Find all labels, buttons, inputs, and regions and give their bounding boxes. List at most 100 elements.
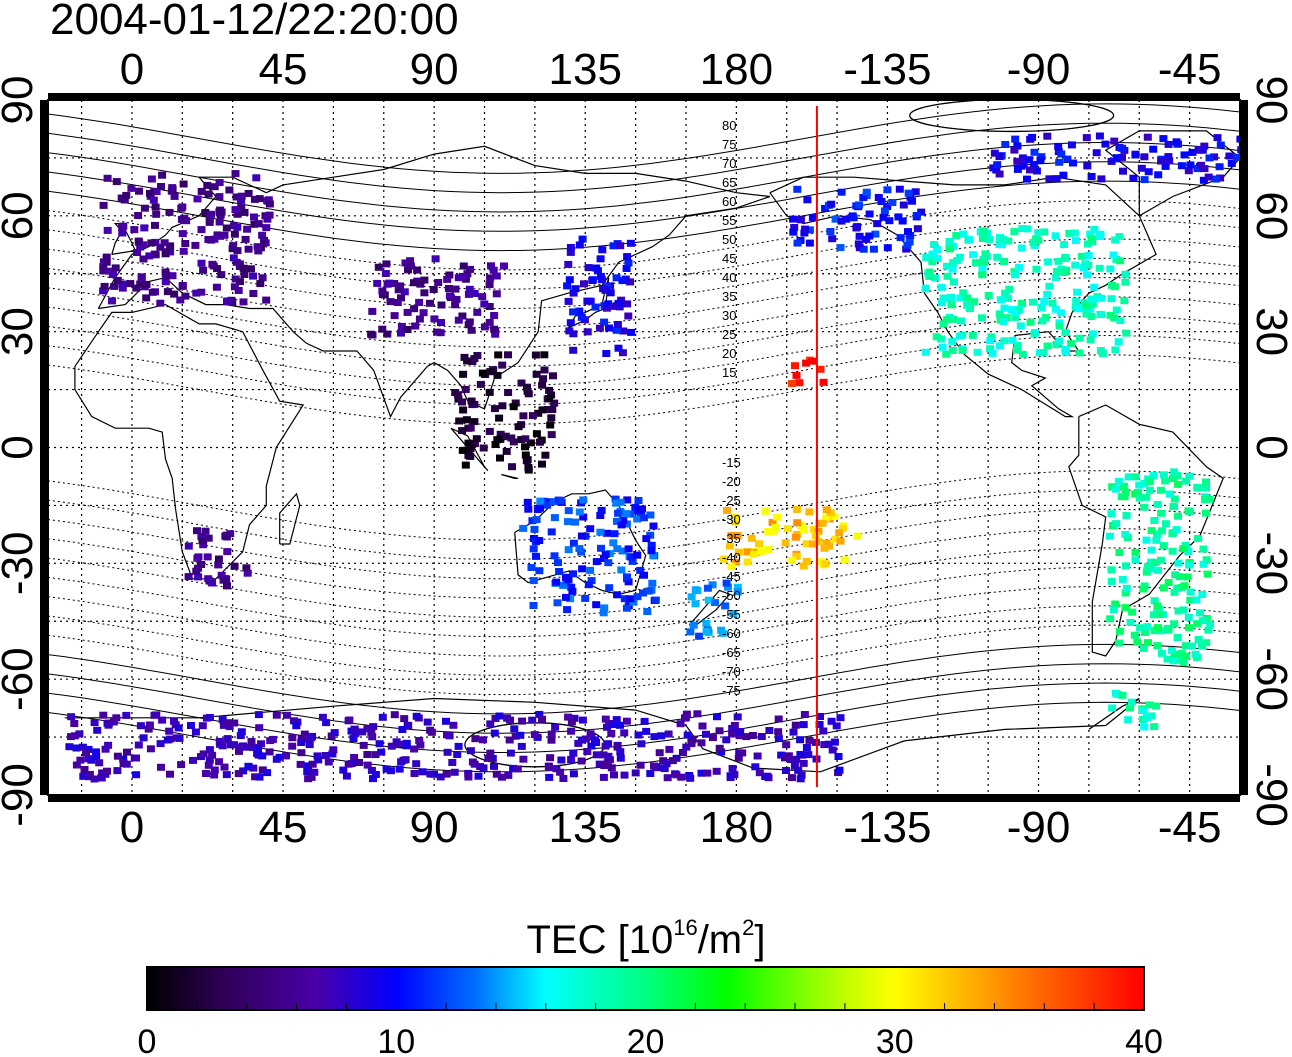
tec-cell <box>1206 621 1215 629</box>
tec-cell <box>877 198 886 205</box>
tec-cell <box>811 738 820 746</box>
tec-cell <box>609 242 618 250</box>
mlat-contour <box>48 334 1240 406</box>
tec-cell <box>1000 337 1009 345</box>
mlat-contour <box>48 180 1240 252</box>
tec-cell <box>1227 159 1236 167</box>
tec-cell <box>546 421 555 429</box>
tec-cell <box>633 515 642 523</box>
tec-cell <box>236 743 245 751</box>
tec-cell <box>170 717 178 725</box>
tec-cell <box>596 512 605 519</box>
tec-cell <box>602 304 611 312</box>
tec-cell <box>1063 155 1072 163</box>
tec-cell <box>258 766 267 774</box>
tec-cell <box>412 760 421 768</box>
tec-cell <box>713 713 721 721</box>
tec-cell <box>493 371 502 379</box>
tec-cell <box>1086 336 1095 344</box>
tec-cell <box>584 264 593 272</box>
tec-cell <box>1151 559 1160 566</box>
tec-cell <box>1051 305 1060 313</box>
tec-cell <box>547 730 556 738</box>
tec-cell <box>616 721 624 729</box>
tec-cell <box>468 358 477 365</box>
tec-cell <box>443 748 452 756</box>
mlat-label: -70 <box>722 664 741 679</box>
tec-cell <box>92 748 100 756</box>
tec-cell <box>938 299 946 307</box>
tec-cell <box>93 726 102 734</box>
tec-cell <box>1121 488 1130 496</box>
tec-cell <box>999 318 1008 325</box>
tec-cell <box>436 329 445 337</box>
tec-cell <box>782 767 790 774</box>
tec-cell <box>605 584 614 592</box>
tec-cell <box>1052 175 1061 183</box>
tec-cell <box>650 733 659 741</box>
tec-cell <box>1179 545 1188 553</box>
tec-cell <box>108 271 117 279</box>
latitude-tick-label: -60 <box>1247 647 1292 711</box>
tec-cell <box>75 730 84 738</box>
tec-cell <box>1081 260 1090 268</box>
tec-cell <box>235 747 243 755</box>
tec-cell <box>828 746 837 754</box>
tec-cell <box>1002 314 1011 322</box>
tec-cell <box>385 279 394 287</box>
tec-cell <box>579 513 588 521</box>
tec-cell <box>1203 570 1212 578</box>
tec-cell <box>687 740 696 748</box>
tec-cell <box>197 533 206 541</box>
tec-cell <box>616 498 625 506</box>
tec-cell <box>208 751 217 759</box>
tec-cell <box>1205 495 1214 503</box>
tec-cell <box>507 434 516 442</box>
tec-cell <box>898 217 907 225</box>
tec-cell <box>1188 642 1196 650</box>
tec-cell <box>793 185 802 193</box>
tec-cell <box>486 274 495 282</box>
tec-cell <box>1118 153 1126 161</box>
tec-cell <box>1157 527 1166 535</box>
tec-cell <box>535 438 544 446</box>
tec-cell <box>1202 478 1210 486</box>
tec-cell <box>244 190 253 197</box>
tec-cell <box>790 762 799 770</box>
tec-cell <box>633 551 642 559</box>
tec-cell <box>118 229 127 237</box>
tec-cell <box>835 529 844 537</box>
tec-cell <box>397 329 405 337</box>
tec-cell <box>1121 270 1130 278</box>
tec-cell <box>599 609 608 617</box>
tec-cell <box>617 566 626 574</box>
tec-cell <box>990 149 999 157</box>
tec-cell <box>250 220 259 228</box>
tec-cell <box>122 711 131 719</box>
tec-cell <box>223 298 231 306</box>
tec-cell <box>1122 512 1131 519</box>
tec-cell <box>906 232 915 239</box>
tec-cell <box>471 735 480 743</box>
tec-cell <box>942 350 951 358</box>
tec-cell <box>628 557 637 565</box>
tec-cell <box>1095 132 1104 140</box>
tec-cell <box>473 352 482 359</box>
tec-cell <box>231 206 240 214</box>
tec-cell <box>1154 624 1162 632</box>
tec-cell <box>1122 584 1131 592</box>
tec-cell <box>1161 477 1170 485</box>
tec-cell <box>747 534 756 542</box>
mlat-label: 65 <box>722 175 736 190</box>
tec-cell <box>130 226 139 234</box>
tec-cell <box>516 731 525 739</box>
tec-cell <box>411 322 420 330</box>
tec-cell <box>765 727 774 734</box>
tec-cell <box>215 193 224 201</box>
tec-cell <box>650 762 658 770</box>
tec-cell <box>695 632 704 640</box>
tec-cell <box>1013 342 1022 349</box>
tec-cell <box>250 195 259 203</box>
tec-cell <box>214 561 223 569</box>
tec-cell <box>373 279 382 287</box>
